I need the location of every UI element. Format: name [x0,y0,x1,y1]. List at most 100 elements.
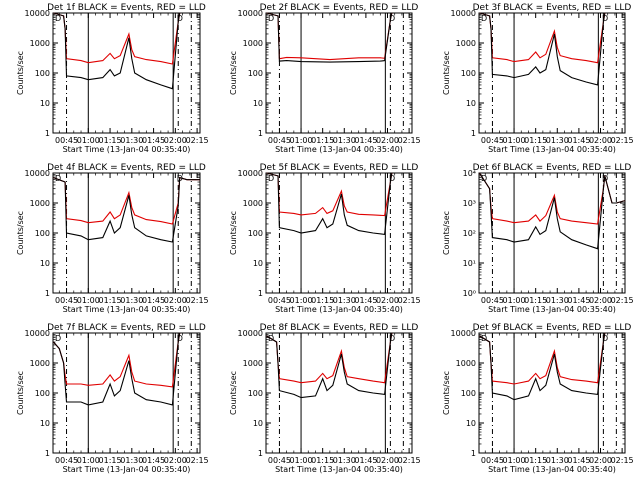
y-tick-label: 1 [258,129,263,138]
x-tick-label: 00:45 [481,456,504,465]
corner-tag-left: D [268,14,274,23]
x-tick-label: 01:45 [354,456,377,465]
y-tick-label: 1000 [243,359,263,368]
y-tick-label: 100 [35,69,50,78]
series-line-lld [53,332,181,388]
y-tick-label: 10 [253,99,263,108]
x-tick-label: 01:00 [290,296,313,305]
y-tick-label: 100 [35,229,50,238]
y-tick-label: 1000 [30,39,50,48]
x-tick-label: 01:00 [503,296,526,305]
y-tick-label: 10000 [25,9,50,18]
x-tick-label: 01:45 [354,296,377,305]
corner-tag-left: D [268,334,274,343]
x-axis-label: Start Time (13-Jan-04 00:35:40) [275,305,403,314]
x-tick-label: 02:15 [611,136,634,145]
x-tick-label: 01:15 [311,456,334,465]
x-tick-label: 02:00 [376,296,399,305]
corner-tag-left: D [55,334,61,343]
x-tick-label: 01:15 [311,296,334,305]
corner-tag-left: D [481,174,487,183]
x-tick-label: 02:15 [611,456,634,465]
panel-title: Det 1f BLACK = Events, RED = LLD [47,3,206,13]
x-tick-label: 00:45 [268,296,291,305]
x-tick-label: 01:30 [120,456,143,465]
x-tick-label: 02:00 [376,456,399,465]
x-tick-label: 01:15 [524,456,547,465]
y-tick-label: 1000 [243,199,263,208]
series-line-events [479,172,626,250]
x-tick-label: 01:30 [333,296,356,305]
y-tick-label: 1000 [30,199,50,208]
y-tick-label: 100 [461,69,476,78]
x-tick-label: 01:15 [524,296,547,305]
x-tick-label: 02:00 [589,296,612,305]
y-tick-label: 1000 [456,359,476,368]
panel-title: Det 6f BLACK = Events, RED = LLD [473,163,632,173]
x-tick-label: 02:00 [164,136,187,145]
y-tick-label: 1 [45,129,50,138]
corner-tag-left: D [268,174,274,183]
x-axis-label: Start Time (13-Jan-04 00:35:40) [488,145,616,154]
y-tick-label: 1 [258,449,263,458]
y-tick-label: 100 [461,389,476,398]
corner-tag-right: D [602,334,608,343]
y-tick-label: 100 [248,69,263,78]
x-tick-label: 00:45 [481,296,504,305]
y-tick-label: 1 [471,129,476,138]
x-tick-label: 01:00 [77,456,100,465]
y-tick-label: 10000 [451,329,476,338]
y-tick-label: 10² [463,229,476,238]
series-line-lld [266,332,393,384]
x-tick-label: 01:15 [99,296,122,305]
panel-title: Det 4f BLACK = Events, RED = LLD [47,163,206,173]
x-axis-label: Start Time (13-Jan-04 00:35:40) [63,145,191,154]
corner-tag-right: D [602,14,608,23]
y-tick-label: 10000 [451,9,476,18]
x-tick-label: 02:00 [589,136,612,145]
y-tick-label: 10000 [25,169,50,178]
y-axis-label: Counts/sec [16,371,25,415]
x-tick-label: 02:15 [398,296,421,305]
detector-panel-8: Det 8f BLACK = Events, RED = LLD 1 10 100 10… [229,323,421,474]
x-tick-label: 01:00 [503,136,526,145]
x-tick-label: 00:45 [55,456,78,465]
y-tick-label: 10000 [238,9,263,18]
corner-tag-right: D [389,174,395,183]
detector-panel-7: Det 7f BLACK = Events, RED = LLD 1 10 100 10… [16,323,209,474]
x-tick-label: 02:00 [376,136,399,145]
x-tick-label: 01:00 [503,456,526,465]
y-tick-label: 10¹ [463,259,476,268]
x-tick-label: 01:45 [142,456,165,465]
detector-panel-9: Det 9f BLACK = Events, RED = LLD 1 10 100 10… [442,323,634,474]
x-tick-label: 01:30 [120,296,143,305]
x-tick-label: 01:45 [142,136,165,145]
x-tick-label: 01:30 [546,456,569,465]
detector-panel-3: Det 3f BLACK = Events, RED = LLD 1 10 100 10… [442,3,634,154]
corner-tag-right: D [177,334,183,343]
panel-title: Det 3f BLACK = Events, RED = LLD [473,3,632,13]
x-tick-label: 01:30 [120,136,143,145]
detector-panel-4: Det 4f BLACK = Events, RED = LLD 1 10 100 10… [16,163,209,314]
y-axis-label: Counts/sec [16,51,25,95]
x-tick-label: 02:00 [164,296,187,305]
corner-tag-left: D [481,334,487,343]
detector-panel-6: Det 6f BLACK = Events, RED = LLD 10⁰ 10¹ 10… [442,163,634,314]
x-tick-label: 01:30 [333,456,356,465]
x-tick-label: 02:15 [186,136,209,145]
y-tick-label: 10⁴ [463,169,476,178]
x-tick-label: 02:15 [611,296,634,305]
x-tick-label: 01:00 [77,296,100,305]
corner-tag-right: D [177,14,183,23]
corner-tag-left: D [55,14,61,23]
x-tick-label: 01:15 [99,136,122,145]
x-tick-label: 02:15 [186,456,209,465]
y-tick-label: 1 [258,289,263,298]
y-tick-label: 10000 [238,329,263,338]
x-tick-label: 01:15 [99,456,122,465]
y-tick-label: 1000 [30,359,50,368]
x-tick-label: 01:30 [546,296,569,305]
series-line-lld [266,12,393,61]
series-line-events [479,332,606,401]
